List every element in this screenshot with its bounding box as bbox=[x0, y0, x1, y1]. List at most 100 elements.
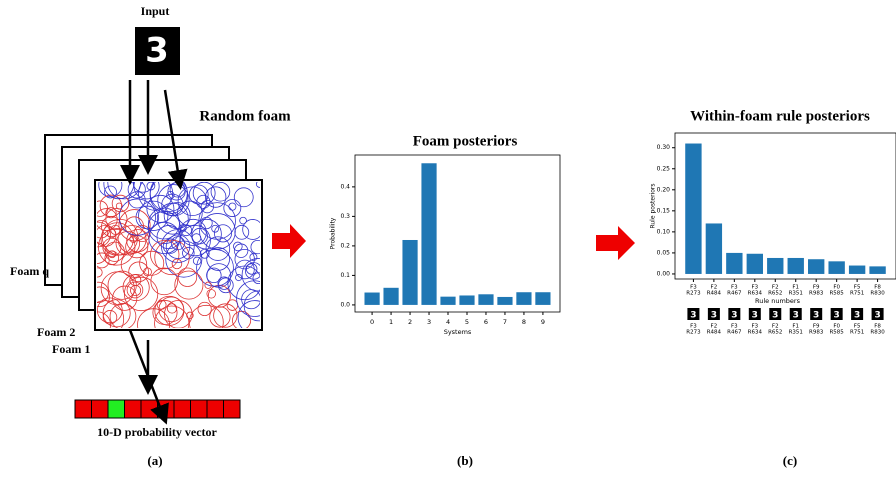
foam-label: Foam 1 bbox=[52, 342, 90, 356]
x-tick-label: R351 bbox=[789, 291, 803, 297]
x-axis-label: Rule numbers bbox=[755, 297, 801, 305]
x-tick-label: R585 bbox=[829, 291, 844, 297]
foam-cell bbox=[177, 267, 198, 287]
foam-cell bbox=[104, 185, 117, 199]
rule-thumb-label: F9 bbox=[813, 324, 820, 330]
rule-thumb-label: R273 bbox=[686, 330, 701, 336]
input-label: Input bbox=[141, 4, 170, 18]
rule-thumb-label: R751 bbox=[850, 330, 864, 336]
foam-cell bbox=[133, 224, 151, 243]
foam-cell bbox=[249, 253, 258, 262]
red-arrow bbox=[272, 224, 306, 258]
foam-cell bbox=[250, 239, 260, 255]
foam-cell bbox=[137, 308, 170, 328]
foam-label: Foam q bbox=[10, 264, 49, 278]
bar bbox=[848, 265, 866, 274]
foam-cell bbox=[207, 284, 231, 308]
x-tick-label: F9 bbox=[813, 285, 820, 291]
rule-thumb-label: R484 bbox=[707, 330, 722, 336]
foam-cell bbox=[97, 252, 110, 269]
foam-cell bbox=[236, 280, 260, 317]
foam-cell bbox=[233, 187, 254, 208]
foam-cell bbox=[106, 228, 117, 239]
rule-thumb-digit: 3 bbox=[690, 311, 696, 321]
y-tick-label: 0.25 bbox=[657, 165, 671, 172]
x-tick-label: R830 bbox=[870, 291, 885, 297]
rule-thumb bbox=[748, 308, 761, 320]
vector-cell bbox=[223, 399, 241, 419]
foam-cell bbox=[148, 221, 181, 255]
foam-cell bbox=[177, 200, 203, 227]
foam-cell bbox=[235, 259, 255, 280]
foam-cell bbox=[100, 271, 135, 306]
rule-thumb-digit: 3 bbox=[731, 311, 737, 321]
bar bbox=[767, 257, 784, 274]
rule-thumb bbox=[789, 308, 802, 320]
x-tick-label: 0 bbox=[370, 318, 374, 326]
foam-cell bbox=[110, 224, 121, 235]
rule-thumb-label: R652 bbox=[768, 330, 782, 336]
vector-cell bbox=[173, 399, 191, 419]
bar bbox=[787, 257, 804, 274]
y-tick-label: 0.05 bbox=[657, 249, 671, 256]
y-tick-label: 0.2 bbox=[340, 242, 350, 249]
x-tick-label: R273 bbox=[686, 291, 701, 297]
y-tick-label: 0.00 bbox=[657, 270, 671, 277]
foam-title: Random foam bbox=[199, 108, 291, 124]
rule-thumb-digit: 3 bbox=[772, 311, 778, 321]
foam-circles bbox=[97, 182, 260, 328]
foam-cell bbox=[97, 221, 111, 248]
rule-thumb-label: F0 bbox=[833, 324, 840, 330]
bar bbox=[421, 163, 437, 305]
foam-cell bbox=[149, 182, 188, 212]
x-axis-label: Systems bbox=[444, 328, 472, 336]
chart-title: Foam posteriors bbox=[413, 133, 518, 149]
foam-cell bbox=[170, 236, 185, 251]
foam-cell bbox=[223, 199, 242, 217]
foam-cell bbox=[107, 270, 137, 300]
rule-thumb-digit: 3 bbox=[874, 311, 880, 321]
bar bbox=[746, 253, 763, 274]
foam-cell bbox=[171, 258, 183, 270]
rule-thumb bbox=[830, 308, 843, 320]
rule-thumb bbox=[851, 308, 864, 320]
input-digit bbox=[135, 27, 180, 75]
rule-thumb-label: F2 bbox=[772, 324, 779, 330]
flow-arrow bbox=[163, 89, 188, 190]
foam-cell bbox=[127, 182, 146, 199]
flow-arrow bbox=[128, 329, 169, 425]
foam-cell bbox=[235, 274, 243, 282]
rule-thumb-label: R983 bbox=[809, 330, 824, 336]
foam-cell bbox=[111, 194, 130, 213]
x-tick-label: F2 bbox=[772, 285, 779, 291]
rule-thumb bbox=[707, 308, 720, 320]
x-tick-label: 3 bbox=[427, 318, 431, 326]
foam-cell bbox=[101, 218, 139, 256]
rule-thumb bbox=[769, 308, 782, 320]
foam-cell bbox=[128, 261, 149, 283]
x-tick-label: 9 bbox=[541, 318, 545, 326]
foam-cell bbox=[237, 300, 260, 328]
y-tick-label: 0.20 bbox=[657, 186, 671, 193]
foam-cell bbox=[97, 200, 109, 217]
foam-cell bbox=[97, 225, 117, 247]
foam-cell bbox=[205, 186, 227, 208]
foam-cell bbox=[204, 281, 212, 289]
foam-cell bbox=[122, 273, 150, 302]
plot-frame bbox=[674, 132, 896, 280]
foam-cell bbox=[233, 241, 243, 252]
foam-cell bbox=[138, 200, 169, 231]
vector-cell bbox=[107, 399, 125, 419]
foam-cell bbox=[161, 193, 184, 216]
x-tick-label: F3 bbox=[751, 285, 758, 291]
foam-cell bbox=[97, 286, 110, 308]
x-tick-label: F5 bbox=[854, 285, 861, 291]
y-tick-label: 0.1 bbox=[340, 272, 350, 279]
bar bbox=[402, 239, 418, 305]
rule-thumb-label: F2 bbox=[711, 324, 718, 330]
foam-cell bbox=[165, 234, 191, 259]
foam-cell bbox=[211, 224, 220, 233]
foam-cell bbox=[97, 208, 118, 231]
x-tick-label: R484 bbox=[707, 291, 722, 297]
foam-cell bbox=[135, 205, 160, 230]
